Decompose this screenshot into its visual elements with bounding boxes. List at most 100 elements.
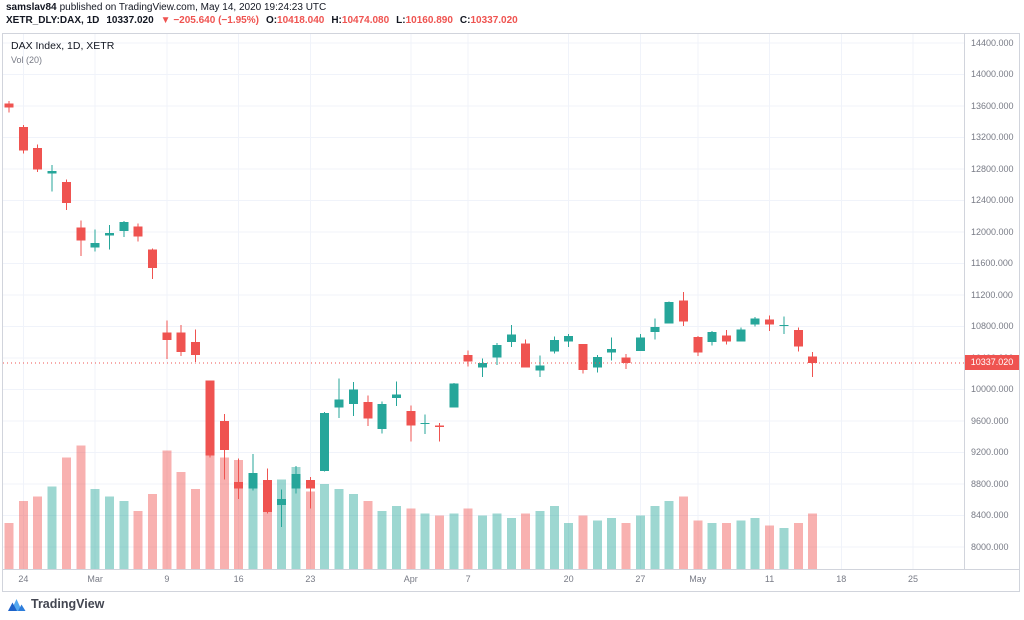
candle-body[interactable] — [33, 148, 43, 170]
volume-bar[interactable] — [76, 445, 86, 569]
candle-body[interactable] — [506, 334, 516, 342]
candle-body[interactable] — [305, 480, 315, 489]
volume-bar[interactable] — [478, 515, 488, 569]
volume-bar[interactable] — [234, 460, 244, 569]
volume-bar[interactable] — [621, 523, 631, 569]
volume-bar[interactable] — [119, 501, 129, 569]
candle-body[interactable] — [334, 399, 344, 408]
candle-body[interactable] — [521, 343, 531, 368]
volume-bar[interactable] — [420, 513, 430, 569]
volume-bar[interactable] — [664, 501, 674, 569]
candle-body[interactable] — [119, 221, 129, 231]
candle-body[interactable] — [76, 227, 86, 241]
volume-bar[interactable] — [549, 506, 559, 569]
volume-bar[interactable] — [162, 450, 172, 569]
volume-bar[interactable] — [707, 523, 717, 569]
volume-bar[interactable] — [578, 515, 588, 569]
candle-body[interactable] — [377, 403, 387, 429]
volume-bar[interactable] — [291, 467, 301, 569]
candle-body[interactable] — [162, 332, 172, 341]
volume-bar[interactable] — [793, 523, 803, 569]
candle-body[interactable] — [105, 233, 114, 236]
volume-bar[interactable] — [391, 506, 401, 569]
candle-body[interactable] — [406, 411, 416, 426]
volume-bar[interactable] — [435, 515, 444, 569]
volume-bar[interactable] — [736, 520, 746, 570]
time-axis[interactable]: 24 Mar 9 16 23 Apr 7 20 27 May 11 18 25 — [3, 569, 1019, 591]
tradingview-branding[interactable]: TradingView — [8, 597, 104, 611]
candle-body[interactable] — [47, 170, 57, 174]
candle-body[interactable] — [291, 473, 301, 489]
volume-bar[interactable] — [463, 508, 473, 569]
volume-bar[interactable] — [18, 501, 28, 569]
volume-bar[interactable] — [722, 523, 731, 569]
volume-bar[interactable] — [750, 518, 760, 569]
volume-bar[interactable] — [305, 491, 315, 570]
volume-bar[interactable] — [205, 452, 215, 569]
candle-body[interactable] — [248, 473, 258, 489]
candle-body[interactable] — [678, 300, 688, 322]
volume-bar[interactable] — [248, 481, 258, 569]
candle-body[interactable] — [18, 126, 28, 151]
candle-body[interactable] — [650, 326, 660, 332]
candle-body[interactable] — [320, 413, 330, 472]
candle-body[interactable] — [736, 329, 746, 342]
candle-body[interactable] — [808, 356, 818, 363]
volume-bar[interactable] — [47, 486, 57, 569]
candle-body[interactable] — [262, 480, 272, 513]
volume-bar[interactable] — [535, 510, 545, 569]
volume-bar[interactable] — [406, 508, 416, 569]
candle-body[interactable] — [234, 482, 244, 489]
candle-body[interactable] — [435, 425, 444, 427]
volume-bar[interactable] — [592, 520, 602, 570]
volume-bar[interactable] — [521, 513, 531, 569]
volume-bar[interactable] — [650, 506, 660, 569]
candle-body[interactable] — [61, 182, 71, 204]
candle-body[interactable] — [420, 423, 430, 425]
volume-bar[interactable] — [779, 527, 789, 569]
candle-body[interactable] — [564, 336, 574, 342]
volume-bar[interactable] — [693, 520, 703, 570]
candle-body[interactable] — [765, 319, 774, 325]
candle-body[interactable] — [750, 318, 760, 325]
volume-bar[interactable] — [33, 496, 43, 569]
volume-bar[interactable] — [176, 472, 186, 569]
volume-bar[interactable] — [219, 457, 229, 570]
candle-body[interactable] — [463, 354, 473, 362]
candle-body[interactable] — [707, 332, 717, 343]
volume-bar[interactable] — [348, 493, 358, 569]
candle-body[interactable] — [348, 389, 358, 404]
volume-bar[interactable] — [334, 489, 344, 569]
candle-body[interactable] — [449, 383, 459, 408]
candle-body[interactable] — [277, 498, 287, 505]
candle-body[interactable] — [635, 337, 645, 351]
candle-body[interactable] — [535, 365, 545, 371]
candle-body[interactable] — [4, 103, 14, 108]
candle-body[interactable] — [693, 337, 703, 353]
volume-bar[interactable] — [564, 523, 574, 569]
candle-body[interactable] — [391, 394, 401, 399]
candle-body[interactable] — [607, 349, 617, 353]
candle-body[interactable] — [191, 342, 200, 355]
volume-bar[interactable] — [377, 510, 387, 569]
candle-body[interactable] — [148, 249, 157, 268]
volume-bar[interactable] — [61, 457, 71, 570]
price-axis[interactable]: 10337.020 8000.000 8400.000 8800.000 9200.0… — [964, 34, 1019, 591]
volume-bar[interactable] — [808, 513, 818, 569]
candle-body[interactable] — [492, 345, 502, 358]
volume-bar[interactable] — [133, 510, 143, 569]
volume-bar[interactable] — [105, 496, 114, 569]
candle-body[interactable] — [722, 335, 731, 342]
candle-body[interactable] — [578, 344, 588, 370]
candle-body[interactable] — [592, 356, 602, 368]
candle-body[interactable] — [90, 243, 100, 248]
volume-bar[interactable] — [320, 484, 330, 569]
price-chart[interactable] — [3, 34, 964, 569]
volume-bar[interactable] — [678, 496, 688, 569]
candle-body[interactable] — [219, 421, 229, 450]
volume-bar[interactable] — [506, 518, 516, 569]
volume-bar[interactable] — [148, 493, 157, 569]
candle-body[interactable] — [779, 324, 789, 327]
candle-body[interactable] — [549, 340, 559, 352]
volume-bar[interactable] — [4, 523, 14, 569]
